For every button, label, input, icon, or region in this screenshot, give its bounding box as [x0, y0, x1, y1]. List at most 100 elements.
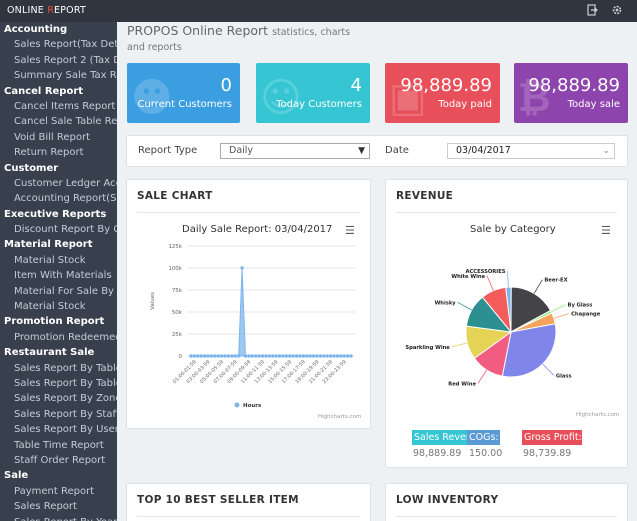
data-point	[284, 354, 289, 358]
sidebar-item[interactable]: Table Time Report	[14, 439, 104, 451]
stat-current-customers[interactable]: ☻ 0 Current Customers	[127, 63, 240, 123]
gross-profit-badge: Gross Profit:	[522, 430, 582, 445]
sidebar-group[interactable]: Promotion Report	[4, 316, 105, 328]
sidebar-item[interactable]: Sales Report 2 (Tax De	[14, 54, 117, 66]
sidebar-item[interactable]: Sales Report(Tax Deta	[14, 39, 117, 51]
chevron-down-icon: ⌄	[602, 146, 610, 156]
pie-connector	[477, 369, 488, 384]
data-point	[349, 354, 353, 358]
sidebar-item[interactable]: Summary Sale Tax Rep	[14, 70, 117, 82]
pie-label: Sparkling Wine	[405, 345, 450, 351]
data-point	[236, 354, 241, 358]
pie-connector	[553, 313, 570, 319]
sidebar-item[interactable]: Sales Report By Zone	[14, 393, 117, 405]
user-icon: ☺	[260, 75, 302, 121]
data-point	[257, 354, 261, 358]
sidebar-item[interactable]: Return Report	[14, 147, 84, 159]
sidebar-item[interactable]: Sales Report	[14, 501, 77, 513]
app-logo[interactable]: ONLINE REPORT	[7, 5, 86, 16]
y-tick-label: 125k	[168, 244, 182, 250]
sidebar-item[interactable]: Payment Report	[14, 485, 95, 497]
pie-label: Chapange	[571, 311, 601, 317]
data-point	[196, 354, 200, 358]
chart-credits[interactable]: Highcharts.com	[576, 412, 620, 418]
chart-menu-icon[interactable]: ☰	[601, 224, 611, 237]
sidebar-item[interactable]: Material Stock	[14, 301, 86, 313]
revenue-title: REVENUE	[396, 190, 454, 202]
data-point	[213, 354, 217, 358]
y-tick-label: 75k	[172, 288, 183, 294]
y-tick-label: 0	[179, 354, 183, 360]
sidebar-group[interactable]: Restaurant Sale	[4, 347, 95, 359]
divider	[137, 212, 360, 213]
data-point	[240, 266, 244, 270]
sidebar-group[interactable]: Executive Reports	[4, 208, 107, 220]
data-point	[301, 354, 306, 358]
sale-chart-title: SALE CHART	[137, 190, 213, 202]
date-picker[interactable]: 03/04/2017 ⌄	[447, 143, 615, 159]
page-subtitle: statistics, charts and reports	[127, 27, 351, 53]
sidebar-item[interactable]: Material For Sale By D	[14, 285, 117, 297]
low-inventory-panel: LOW INVENTORY	[385, 483, 628, 521]
data-point	[243, 354, 248, 358]
data-point	[192, 354, 197, 358]
sidebar-item[interactable]: Staff Order Report	[14, 454, 106, 466]
sidebar-item[interactable]: Cancel Items Report	[14, 100, 116, 112]
logout-icon[interactable]	[585, 4, 599, 18]
page-title: PROPOS Online Report statistics, charts …	[127, 23, 351, 53]
sidebar-group[interactable]: Material Report	[4, 239, 93, 251]
pie-label: By Glass	[568, 303, 593, 309]
pie-connector	[451, 342, 468, 348]
sidebar-item[interactable]: Material Stock	[14, 254, 86, 266]
pie-label: Beer-EX	[544, 278, 567, 284]
data-point	[339, 354, 343, 358]
data-point	[202, 354, 207, 358]
settings-icon[interactable]	[610, 4, 624, 18]
main-content: PROPOS Online Report statistics, charts …	[117, 22, 637, 521]
sidebar-item[interactable]: Sales Report By User C	[14, 424, 117, 436]
sidebar-group[interactable]: Sale	[4, 470, 29, 482]
data-point	[277, 354, 282, 358]
report-type-select[interactable]: Daily ▼	[220, 143, 370, 159]
date-label: Date	[385, 145, 409, 156]
sidebar-item[interactable]: Discount Report By Cu	[14, 224, 117, 236]
sales-revenue-value: 98,889.89	[413, 448, 462, 459]
sidebar-item[interactable]: Accounting Report(She	[14, 193, 117, 205]
sidebar-item[interactable]: Sales Report By Table	[14, 377, 117, 389]
data-point	[247, 354, 251, 358]
data-point	[335, 354, 340, 358]
top10-panel: TOP 10 BEST SELLER ITEM	[126, 483, 371, 521]
sidebar-item[interactable]: Customer Ledger Acco	[14, 177, 117, 189]
stat-today-paid[interactable]: ▣ 98,889.89 Today paid	[385, 63, 500, 123]
y-tick-label: 100k	[168, 266, 182, 272]
chart-credits[interactable]: Highcharts.com	[318, 414, 362, 420]
data-point	[264, 354, 268, 358]
sidebar-item[interactable]: Promotion Redeemed	[14, 331, 117, 343]
data-point	[189, 354, 193, 358]
sidebar-item[interactable]: Sales Report By Table	[14, 362, 117, 374]
divider	[137, 516, 360, 517]
sidebar-item[interactable]: Void Bill Report	[14, 131, 91, 143]
pie-connector	[533, 279, 543, 294]
gross-profit-value: 98,739.89	[523, 448, 572, 459]
data-point	[342, 354, 346, 358]
pie-connector	[486, 275, 494, 291]
data-point	[260, 354, 265, 358]
y-axis-label: Values	[150, 292, 156, 310]
sidebar-group[interactable]: Customer	[4, 162, 59, 174]
stat-today-customers[interactable]: ☺ 4 Today Customers	[256, 63, 370, 123]
sidebar-item[interactable]: Cancel Sale Table Repo	[14, 116, 117, 128]
data-point	[271, 354, 275, 358]
chart-menu-icon[interactable]: ☰	[345, 224, 355, 237]
sidebar-item[interactable]: Sales Report By Staff	[14, 408, 117, 420]
sidebar: Accounting Sales Report(Tax Deta Sales Rep…	[0, 22, 117, 521]
sidebar-item[interactable]: Item With Materials	[14, 270, 112, 282]
data-point	[250, 354, 254, 358]
data-point	[281, 354, 285, 358]
sidebar-item[interactable]: Sales Report By Year	[0, 515, 117, 521]
sidebar-group[interactable]: Accounting	[4, 24, 68, 35]
sidebar-group[interactable]: Cancel Report	[4, 85, 84, 97]
data-point	[233, 354, 237, 358]
bitcoin-icon: ₿	[518, 75, 551, 121]
stat-today-sale[interactable]: ₿ 98,889.89 Today sale	[514, 63, 628, 123]
